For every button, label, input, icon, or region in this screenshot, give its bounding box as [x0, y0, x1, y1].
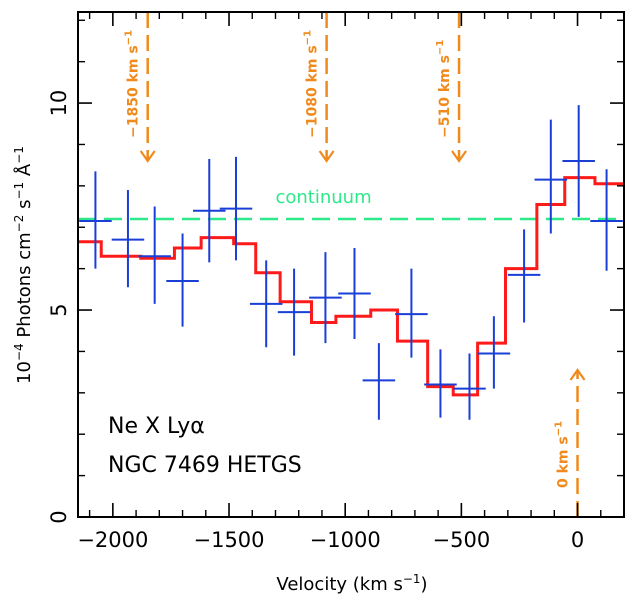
x-tick-label: −500	[433, 528, 491, 552]
data-point	[309, 252, 342, 344]
source-label: NGC 7469 HETGS	[108, 453, 302, 478]
velocity-marker-arrowhead	[139, 150, 156, 163]
data-point	[477, 316, 511, 389]
x-tick-label: 0	[571, 528, 584, 552]
continuum-label: continuum	[275, 187, 371, 208]
continuum-layer: continuum	[78, 187, 624, 221]
y-tick-label: 10	[47, 90, 71, 117]
data-point	[424, 349, 457, 418]
model-layer	[78, 176, 624, 397]
velocity-marker-arrowhead	[451, 150, 467, 163]
y-axis-title: 10−4 Photons cm−2 s−1 Å−1	[12, 146, 35, 384]
plot-frame	[77, 11, 625, 518]
data-point	[193, 158, 226, 263]
data-point	[277, 268, 311, 356]
x-axis-title: Velocity (km s−1)	[276, 572, 427, 595]
line-label: Ne X Lyα	[108, 414, 205, 439]
data-point	[562, 105, 595, 217]
data-point	[249, 260, 283, 348]
x-tick-label: −2000	[77, 528, 148, 552]
data-point	[534, 119, 568, 234]
data-point	[338, 247, 371, 340]
data-layer	[79, 105, 623, 420]
model-step-line	[78, 176, 624, 397]
data-point	[453, 353, 486, 420]
velocity-marker-label: −1080 km s−1	[303, 30, 321, 138]
data-point	[79, 171, 112, 269]
velocity-marker-arrowhead	[569, 368, 586, 381]
velocity-marker-label: 0 km s−1	[554, 421, 572, 488]
data-point	[362, 343, 396, 420]
data-point	[395, 268, 428, 358]
y-tick-label: 0	[47, 510, 71, 523]
x-tick-label: −1000	[310, 528, 381, 552]
data-point	[166, 233, 199, 327]
velocity-marker-arrowhead	[318, 150, 335, 163]
data-point	[138, 206, 171, 304]
velocity-marker-label: −1850 km s−1	[124, 30, 142, 138]
axes-layer: −2000 −1500 −1000 −500 0 0 5 10	[47, 11, 625, 552]
data-point	[507, 229, 541, 323]
y-tick-label: 5	[47, 303, 71, 316]
data-point	[219, 156, 253, 261]
x-tick-label: −1500	[193, 528, 264, 552]
velocity-marker-layer: −1850 km s−1 −1080 km s−1 −510 km s−1 0 km …	[124, 12, 586, 517]
data-point	[111, 189, 145, 288]
data-point	[590, 169, 623, 271]
velocity-marker-label: −510 km s−1	[435, 40, 453, 138]
